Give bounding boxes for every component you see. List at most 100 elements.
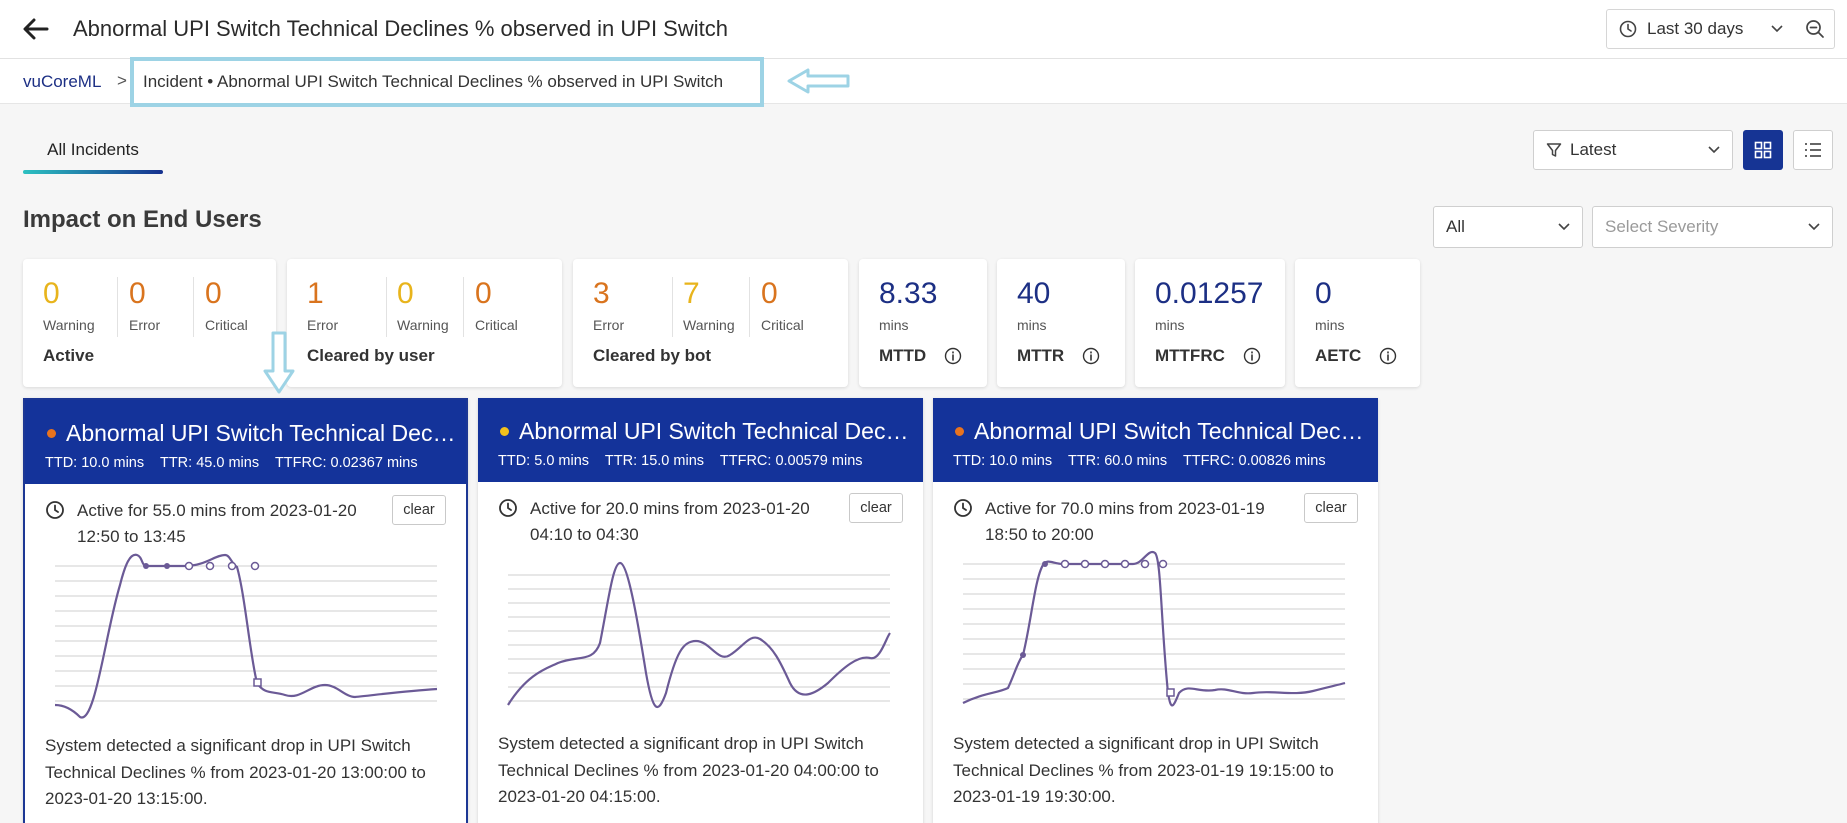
stat-card-cleared-by-user: 1 Error 0 Warning 0 Critical Cleared by … xyxy=(287,259,562,387)
stat-value: 0 xyxy=(397,277,414,310)
scope-select[interactable]: All xyxy=(1433,206,1583,248)
grid-icon xyxy=(1754,141,1772,159)
incident-description: System detected a significant drop in UP… xyxy=(953,734,1334,806)
incident-title[interactable]: Abnormal UPI Switch Technical Declines %… xyxy=(519,418,909,444)
filter-icon xyxy=(1546,143,1562,157)
severity-dot-icon xyxy=(500,427,509,436)
zoom-out-button[interactable] xyxy=(1795,9,1835,49)
incident-description: System detected a significant drop in UP… xyxy=(498,734,879,806)
metric-footer: MTTD xyxy=(879,346,962,366)
incident-metrics: TTD: 5.0 mins TTR: 15.0 mins TTFRC: 0.00… xyxy=(498,453,863,469)
stat-label: Error xyxy=(307,317,339,333)
stat-label: Critical xyxy=(205,317,248,333)
divider xyxy=(386,277,387,337)
info-icon[interactable] xyxy=(1379,347,1397,365)
stat-label: Error xyxy=(593,317,625,333)
stat-label: Critical xyxy=(761,317,804,333)
zoom-out-icon xyxy=(1805,20,1824,38)
stat-label: Error xyxy=(129,317,161,333)
metric-card-mttfrc: 0.01257 mins MTTFRC xyxy=(1135,259,1285,387)
stat-value: 0 xyxy=(761,277,778,310)
metric-footer: AETC xyxy=(1315,346,1397,366)
incident-ttd: TTD: 5.0 mins xyxy=(498,453,590,469)
breadcrumb-separator: > xyxy=(117,71,127,90)
stat-cell: 0 Warning xyxy=(43,277,95,333)
incident-metrics: TTD: 10.0 mins TTR: 60.0 mins TTFRC: 0.0… xyxy=(953,453,1326,469)
stat-cell: 0 Error xyxy=(129,277,160,333)
chevron-down-icon xyxy=(1808,223,1820,231)
clear-button[interactable]: clear xyxy=(1304,493,1358,523)
stat-cell: 3 Error xyxy=(593,277,624,333)
clock-icon xyxy=(499,499,517,517)
breadcrumb-current: Incident • Abnormal UPI Switch Technical… xyxy=(130,57,764,107)
list-view-button[interactable] xyxy=(1793,130,1833,170)
incident-ttr: TTR: 60.0 mins xyxy=(1067,453,1168,469)
arrow-left-icon xyxy=(23,18,49,40)
info-icon[interactable] xyxy=(1082,347,1100,365)
section-title: Impact on End Users xyxy=(23,206,262,233)
stat-value: 0 xyxy=(129,277,146,310)
list-icon xyxy=(1805,143,1821,157)
incident-title[interactable]: Abnormal UPI Switch Technical Declines %… xyxy=(66,420,456,446)
metric-value: 8.33 xyxy=(879,277,938,310)
severity-select[interactable]: Select Severity xyxy=(1592,206,1833,248)
info-icon[interactable] xyxy=(1243,347,1261,365)
incident-ttfrc: TTFRC: 0.00579 mins xyxy=(719,453,863,469)
stat-cell: 0 Critical xyxy=(205,277,248,333)
incident-ttr: TTR: 45.0 mins xyxy=(159,455,260,471)
clear-button[interactable]: clear xyxy=(392,495,446,525)
grid-view-button[interactable] xyxy=(1743,130,1783,170)
stat-value: 3 xyxy=(593,277,610,310)
metric-label: MTTD xyxy=(879,346,927,365)
breadcrumb-current-label: Incident • Abnormal UPI Switch Technical… xyxy=(143,72,724,91)
metric-unit: mins xyxy=(1315,317,1345,333)
stat-cell: 0 Critical xyxy=(475,277,518,333)
incident-card[interactable]: Abnormal UPI Switch Technical Declines %… xyxy=(933,398,1378,823)
severity-dot-icon xyxy=(955,427,964,436)
metric-footer: MTTR xyxy=(1017,346,1100,366)
stat-value: 0 xyxy=(475,277,492,310)
incident-sparkline-chart xyxy=(507,561,891,708)
stat-cell: 0 Critical xyxy=(761,277,804,333)
back-button[interactable] xyxy=(20,13,52,45)
time-range-picker[interactable]: Last 30 days xyxy=(1606,9,1796,49)
breadcrumb-root-link[interactable]: vuCoreML xyxy=(23,72,102,91)
incident-active-duration: Active for 20.0 mins from 2023-01-20 04:… xyxy=(530,499,810,544)
stat-card-title: Cleared by bot xyxy=(593,346,712,365)
metric-unit: mins xyxy=(1017,317,1047,333)
metric-label: MTTFRC xyxy=(1155,346,1225,365)
incident-ttfrc: TTFRC: 0.00826 mins xyxy=(1182,453,1326,469)
stat-cell: 0 Warning xyxy=(397,277,449,333)
tab-all-incidents[interactable]: All Incidents xyxy=(47,140,139,159)
incident-ttfrc: TTFRC: 0.02367 mins xyxy=(274,455,418,471)
incident-card-header: Abnormal UPI Switch Technical Declines %… xyxy=(25,400,466,484)
incident-ttd: TTD: 10.0 mins xyxy=(953,453,1053,469)
incident-card-header: Abnormal UPI Switch Technical Declines %… xyxy=(933,398,1378,482)
incident-description: System detected a significant drop in UP… xyxy=(45,736,426,808)
incident-metrics: TTD: 10.0 mins TTR: 45.0 mins TTFRC: 0.0… xyxy=(45,455,418,471)
metric-cell: 0 mins xyxy=(1315,277,1345,333)
clear-button[interactable]: clear xyxy=(849,493,903,523)
metric-footer: MTTFRC xyxy=(1155,346,1261,366)
metric-card-mttd: 8.33 mins MTTD xyxy=(859,259,987,387)
divider xyxy=(749,277,750,337)
annotation-arrow-down-icon xyxy=(263,331,295,394)
severity-select-placeholder: Select Severity xyxy=(1605,217,1719,236)
stat-label: Warning xyxy=(397,317,449,333)
metric-value: 0 xyxy=(1315,277,1332,310)
info-icon[interactable] xyxy=(944,347,962,365)
incident-title[interactable]: Abnormal UPI Switch Technical Declines %… xyxy=(974,418,1364,444)
clock-icon xyxy=(954,499,972,517)
clock-icon xyxy=(1619,20,1637,38)
stat-card-title: Active xyxy=(43,346,95,365)
stat-card-cleared-by-bot: 3 Error 7 Warning 0 Critical Cleared by … xyxy=(573,259,848,387)
tab-active-indicator xyxy=(23,170,163,174)
scope-select-value: All xyxy=(1446,217,1465,236)
incident-card[interactable]: Abnormal UPI Switch Technical Declines %… xyxy=(23,398,468,823)
sort-filter-select[interactable]: Latest xyxy=(1533,130,1733,170)
sort-filter-value: Latest xyxy=(1570,140,1617,159)
incident-card[interactable]: Abnormal UPI Switch Technical Declines %… xyxy=(478,398,923,823)
divider xyxy=(463,277,464,337)
stat-card-title: Cleared by user xyxy=(307,346,435,365)
stat-value: 0 xyxy=(205,277,222,310)
